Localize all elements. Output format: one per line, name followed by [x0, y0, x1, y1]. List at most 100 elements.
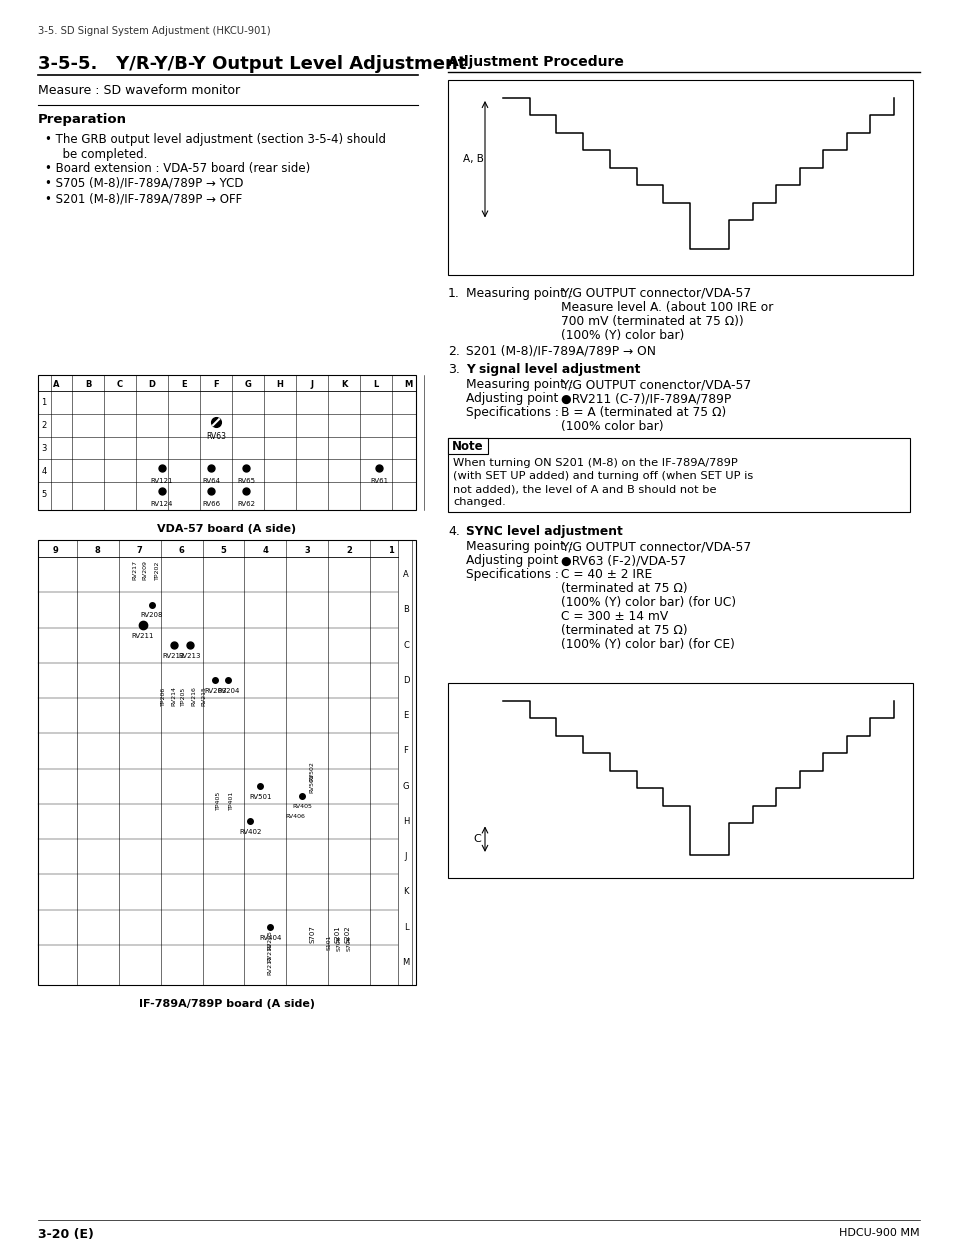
Bar [448, 438, 909, 513]
Text: RV205: RV205 [268, 931, 273, 950]
Text: S707: S707 [309, 926, 314, 943]
Text: • S201 (M-8)/IF-789A/789P → OFF: • S201 (M-8)/IF-789A/789P → OFF [45, 192, 242, 205]
Text: 3: 3 [304, 546, 310, 555]
Text: Measuring point :: Measuring point : [465, 540, 572, 554]
Text: (100% (Y) color bar) (for CE): (100% (Y) color bar) (for CE) [560, 638, 734, 651]
Text: RV121: RV121 [151, 478, 173, 484]
Text: TP405: TP405 [215, 791, 221, 810]
Text: • Board extension : VDA-57 board (rear side): • Board extension : VDA-57 board (rear s… [45, 162, 310, 175]
Text: (terminated at 75 Ω): (terminated at 75 Ω) [560, 582, 687, 595]
Text: S708: S708 [336, 935, 341, 950]
Text: G: G [402, 781, 409, 791]
Text: 2: 2 [41, 422, 47, 430]
Text: RV217: RV217 [268, 955, 273, 975]
Text: 8: 8 [95, 546, 101, 555]
Text: Y/G OUTPUT connector/VDA-57: Y/G OUTPUT connector/VDA-57 [560, 540, 750, 554]
Bar [448, 683, 912, 878]
Text: RV502: RV502 [310, 761, 314, 781]
Text: VDA-57 board (A side): VDA-57 board (A side) [157, 524, 296, 534]
Text: TP206: TP206 [161, 687, 166, 705]
Text: H: H [402, 817, 409, 826]
Text: 2.: 2. [448, 345, 459, 358]
Text: Specifications :: Specifications : [465, 406, 558, 419]
Text: (100% color bar): (100% color bar) [560, 420, 663, 433]
Text: B: B [85, 379, 91, 389]
Text: 6: 6 [178, 546, 184, 555]
Text: S202: S202 [344, 926, 350, 943]
Text: 3: 3 [41, 444, 47, 453]
Text: 700 mV (terminated at 75 Ω)): 700 mV (terminated at 75 Ω)) [560, 315, 743, 328]
Text: 5: 5 [220, 546, 226, 555]
Text: 3.: 3. [448, 363, 459, 376]
Text: Measuring point :: Measuring point : [465, 378, 572, 391]
Text: Measuring point :: Measuring point : [465, 287, 572, 300]
Text: Y signal level adjustment: Y signal level adjustment [465, 363, 639, 376]
Text: 5: 5 [41, 490, 47, 499]
Text: 1: 1 [388, 546, 394, 555]
Text: 3-5-5.   Y/R-Y/B-Y Output Level Adjustment: 3-5-5. Y/R-Y/B-Y Output Level Adjustment [38, 55, 466, 73]
Text: • S705 (M-8)/IF-789A/789P → YCD: • S705 (M-8)/IF-789A/789P → YCD [45, 177, 243, 190]
Bar [448, 80, 912, 275]
Text: RV406: RV406 [285, 814, 305, 819]
Text: RV204: RV204 [217, 688, 239, 694]
Text: 3-20 (E): 3-20 (E) [38, 1228, 93, 1242]
Text: C: C [402, 641, 409, 649]
Text: 4: 4 [41, 466, 47, 475]
Text: C: C [117, 379, 123, 389]
Text: Note: Note [452, 440, 483, 453]
Text: RV209: RV209 [142, 560, 147, 580]
Bar [38, 374, 416, 510]
Text: D: D [149, 379, 155, 389]
Text: 4: 4 [262, 546, 268, 555]
Text: M: M [403, 379, 412, 389]
Text: RV212: RV212 [162, 653, 185, 659]
Text: RV404: RV404 [259, 935, 281, 942]
Text: C: C [473, 835, 480, 845]
Text: E: E [403, 712, 408, 720]
Text: (terminated at 75 Ω): (terminated at 75 Ω) [560, 624, 687, 637]
Text: S201 (M-8)/IF-789A/789P → ON: S201 (M-8)/IF-789A/789P → ON [465, 345, 656, 358]
Text: not added), the level of A and B should not be: not added), the level of A and B should … [453, 484, 716, 494]
Text: (100% (Y) color bar): (100% (Y) color bar) [560, 328, 683, 342]
Text: RV65: RV65 [236, 478, 254, 484]
Text: SYNC level adjustment: SYNC level adjustment [465, 525, 622, 537]
Text: HDCU-900 MM: HDCU-900 MM [839, 1228, 919, 1238]
Text: Preparation: Preparation [38, 113, 127, 126]
Text: A, B: A, B [462, 154, 483, 164]
Text: Measure : SD waveform monitor: Measure : SD waveform monitor [38, 85, 240, 97]
Text: 3-5. SD Signal System Adjustment (HKCU-901): 3-5. SD Signal System Adjustment (HKCU-9… [38, 26, 271, 36]
Text: RV402: RV402 [239, 830, 261, 836]
Text: RV501: RV501 [249, 794, 272, 800]
Text: Adjustment Procedure: Adjustment Procedure [448, 55, 623, 68]
Text: Y/G OUTPUT connector/VDA-57: Y/G OUTPUT connector/VDA-57 [560, 287, 750, 300]
Text: 2: 2 [346, 546, 352, 555]
Text: Measure level A. (about 100 IRE or: Measure level A. (about 100 IRE or [560, 301, 773, 313]
Text: TP202: TP202 [155, 561, 160, 580]
Text: 1.: 1. [448, 287, 459, 300]
Text: K: K [403, 887, 408, 897]
Text: TP401: TP401 [229, 791, 233, 810]
Text: • The GRB output level adjustment (section 3-5-4) should: • The GRB output level adjustment (secti… [45, 133, 386, 146]
Text: Adjusting point :: Adjusting point : [465, 392, 566, 406]
Text: RV66: RV66 [202, 500, 220, 506]
Text: 9: 9 [53, 546, 59, 555]
Text: ●RV63 (F-2)/VDA-57: ●RV63 (F-2)/VDA-57 [560, 554, 685, 567]
Text: 7: 7 [136, 546, 143, 555]
Text: A: A [52, 379, 59, 389]
Text: B = A (terminated at 75 Ω): B = A (terminated at 75 Ω) [560, 406, 725, 419]
Text: L: L [403, 923, 408, 932]
Text: J: J [404, 852, 407, 861]
Text: RV62: RV62 [236, 500, 254, 506]
Text: D: D [402, 675, 409, 685]
Text: RV63: RV63 [206, 432, 226, 442]
Text: L: L [373, 379, 378, 389]
Text: K: K [340, 379, 347, 389]
Text: RV203: RV203 [204, 688, 227, 694]
Text: TP205: TP205 [181, 687, 186, 705]
Text: RV216: RV216 [191, 687, 196, 707]
Bar [448, 438, 488, 454]
Bar [38, 540, 416, 985]
Text: F: F [213, 379, 218, 389]
Text: (with SET UP added) and turning off (when SET UP is: (with SET UP added) and turning off (whe… [453, 471, 753, 481]
Text: RV214: RV214 [171, 687, 176, 707]
